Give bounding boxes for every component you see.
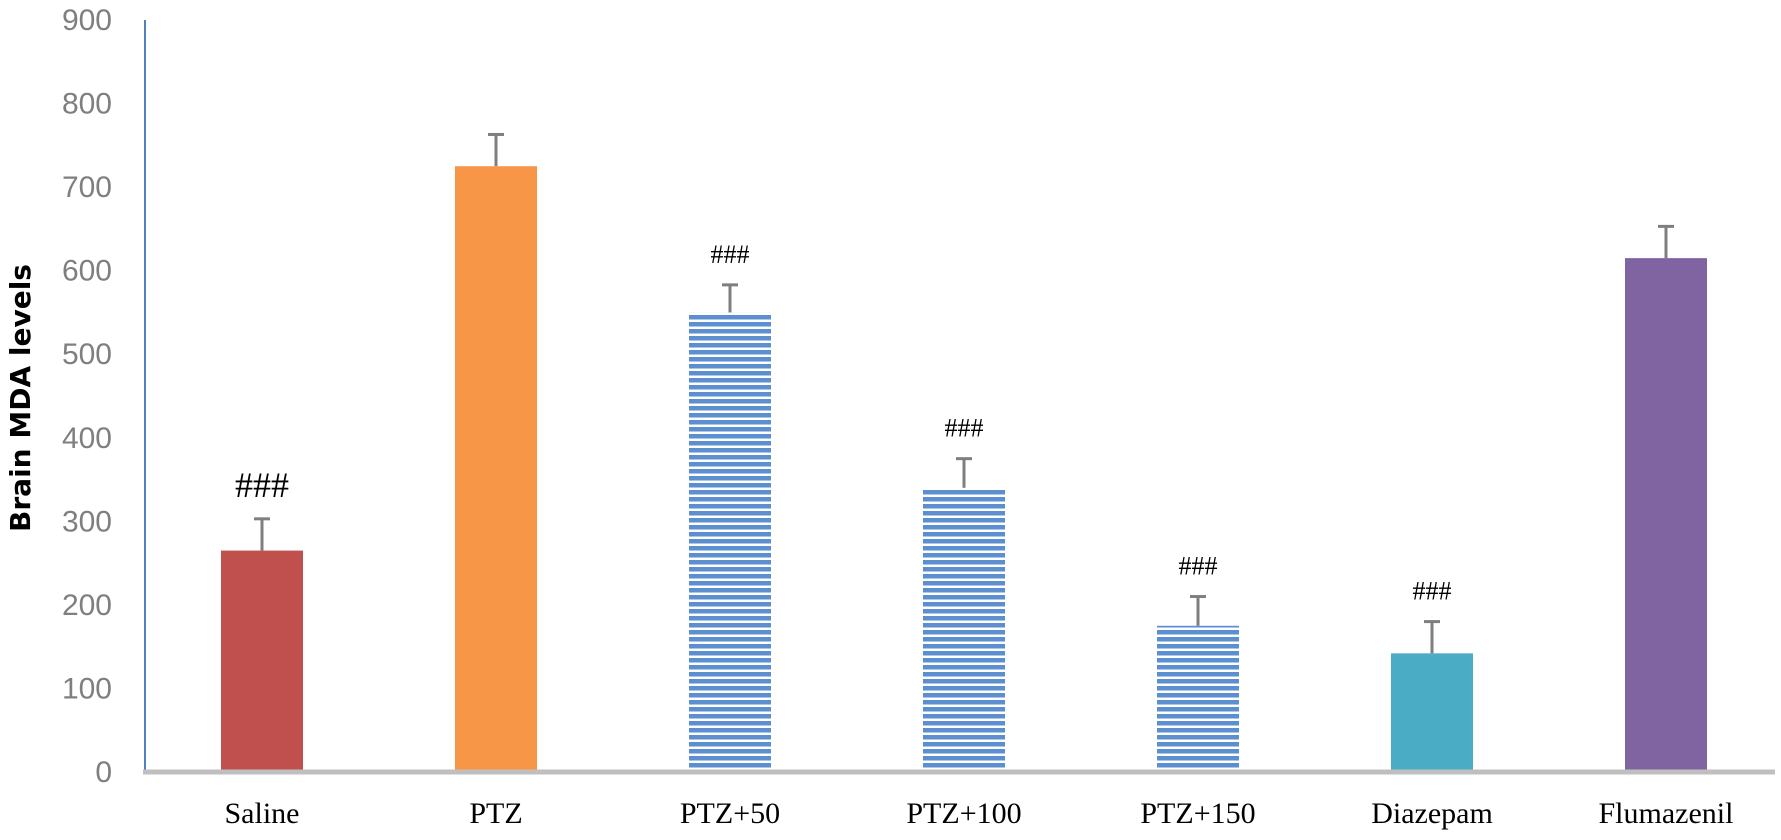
y-tick-label: 400 [62,422,112,455]
significance-label: ### [945,414,984,443]
significance-label: ### [235,465,289,505]
y-tick-label: 100 [62,672,112,705]
y-tick-label: 700 [62,171,112,204]
significance-label: ### [1413,577,1452,606]
y-tick-label: 600 [62,255,112,288]
x-category-label: PTZ [469,797,522,830]
x-category-label: PTZ+150 [1140,797,1255,830]
bar-flumazenil [1625,258,1707,773]
y-tick-label: 0 [95,756,112,789]
bar-saline [221,550,303,772]
y-tick-label: 900 [62,4,112,37]
x-category-label: Flumazenil [1599,797,1734,830]
y-tick-label: 500 [62,338,112,371]
y-axis-label: Brain MDA levels [4,264,37,532]
plot-area: 0 100 200 300 400 500 600 700 800 900 ### Saline PTZ… [62,4,1775,830]
bar-ptz-50 [689,312,771,772]
x-category-label: PTZ+100 [906,797,1021,830]
bar-diazepam [1391,653,1473,772]
bar-ptz [455,166,537,772]
bar-ptz-100 [923,487,1005,772]
x-category-label: Diazepam [1371,797,1493,830]
bar-ptz-150 [1157,625,1239,772]
x-category-label: PTZ+50 [680,797,780,830]
x-category-label: Saline [225,797,300,830]
significance-label: ### [711,240,750,269]
y-tick-label: 200 [62,589,112,622]
y-tick-label: 300 [62,505,112,538]
significance-label: ### [1179,552,1218,581]
y-tick-label: 800 [62,88,112,121]
